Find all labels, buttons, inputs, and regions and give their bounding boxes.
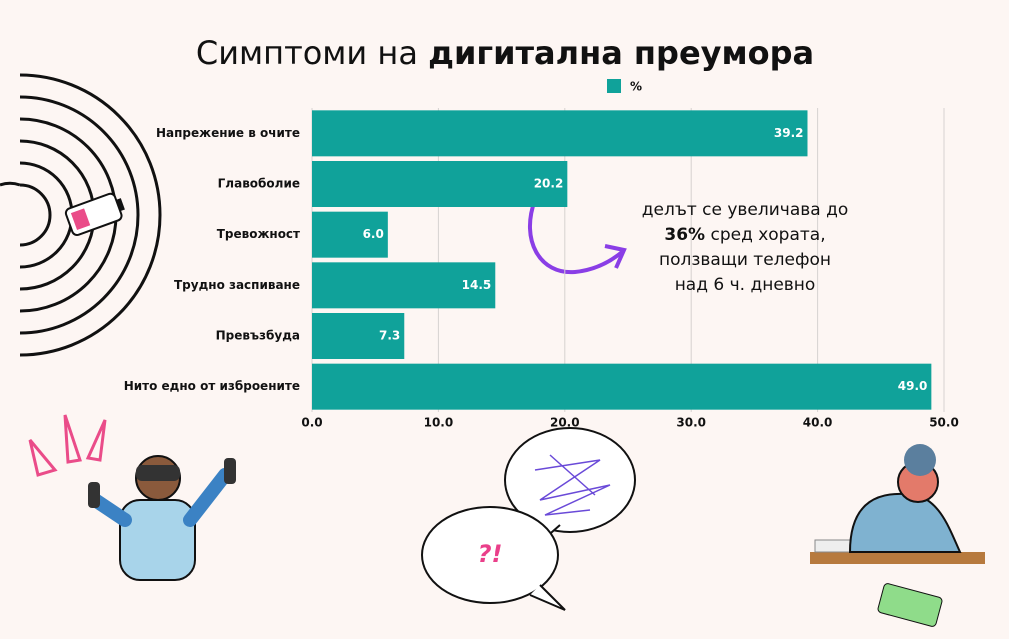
y-tick-label: Трудно заспиване [174, 278, 300, 292]
person-left [28, 414, 236, 581]
bar [312, 161, 568, 207]
battery-icon [64, 192, 125, 237]
legend-swatch [607, 79, 621, 93]
bar [312, 262, 496, 309]
y-tick-label: Главоболие [218, 177, 300, 191]
annotation-line: 36% сред хората, [610, 223, 880, 248]
x-tick-label: 20.0 [550, 416, 580, 430]
annotation-line: делът се увеличава до [641, 200, 849, 220]
bar [312, 211, 388, 258]
annotation-line: над 6 ч. дневно [674, 275, 816, 295]
chart-title: Симптоми на дигитална преумора [196, 34, 814, 72]
y-tick-label: Нито едно от изброените [124, 379, 300, 393]
x-tick-label: 30.0 [676, 416, 706, 430]
bubble-text: ?! [478, 540, 503, 568]
annotation: делът се увеличава до 36% сред хората, п… [610, 198, 880, 298]
value-label: 7.3 [379, 329, 400, 343]
legend-label: % [630, 80, 642, 94]
x-tick-label: 0.0 [301, 416, 322, 430]
title-plain: Симптоми на [196, 34, 418, 72]
bar [312, 313, 405, 359]
value-label: 20.2 [534, 177, 564, 191]
annotation-line: ползващи телефон [658, 250, 832, 270]
scribble [534, 454, 611, 516]
value-label: 49.0 [898, 379, 928, 393]
person-right [810, 444, 985, 627]
y-tick-label: Превъзбуда [216, 329, 300, 343]
annotation-text: сред хората, [710, 225, 826, 245]
x-tick-label: 10.0 [424, 416, 454, 430]
annotation-emphasis: 36% [664, 225, 706, 245]
arrow-head [604, 244, 627, 269]
arrow [528, 199, 624, 275]
value-label: 14.5 [462, 278, 492, 292]
bar [312, 363, 932, 410]
title-emphasis: дигитална преумора [428, 34, 814, 72]
speech-bubbles [421, 427, 636, 611]
y-tick-label: Напрежение в очите [156, 126, 300, 140]
y-tick-label: Тревожност [217, 227, 300, 241]
value-label: 39.2 [774, 126, 804, 140]
bar [312, 110, 808, 157]
x-tick-label: 40.0 [803, 416, 833, 430]
x-tick-label: 50.0 [929, 416, 959, 430]
value-label: 6.0 [363, 227, 384, 241]
